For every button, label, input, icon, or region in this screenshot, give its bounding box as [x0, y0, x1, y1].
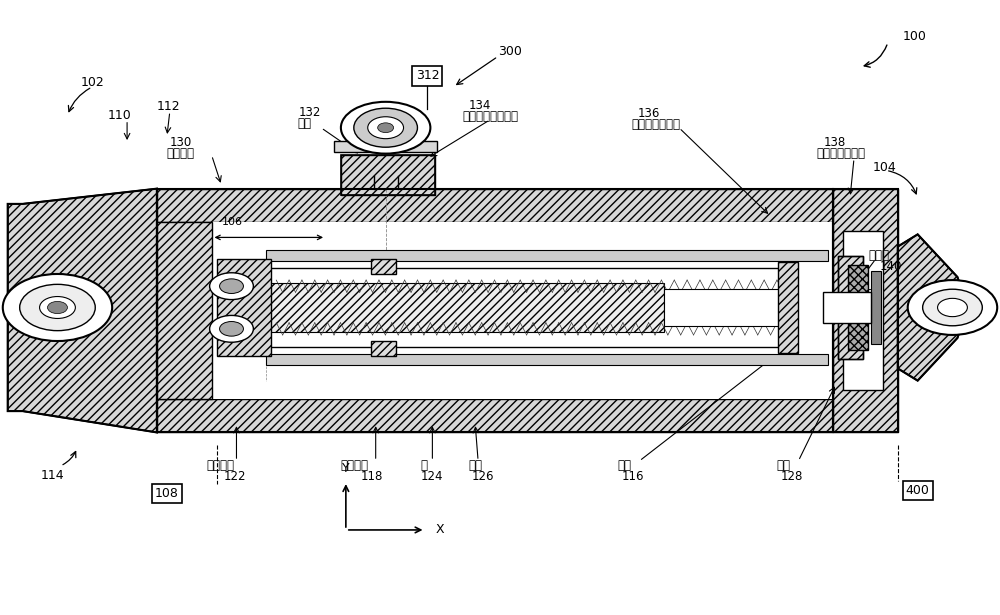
Bar: [157, 189, 833, 222]
Text: 118: 118: [361, 470, 383, 483]
Bar: [833, 189, 898, 432]
Text: 动力螺杆: 动力螺杆: [520, 301, 550, 314]
Text: 128: 128: [780, 470, 803, 483]
Polygon shape: [898, 234, 967, 381]
Text: 124: 124: [420, 470, 443, 483]
Text: 134: 134: [468, 98, 491, 112]
Text: 136: 136: [637, 107, 660, 120]
Bar: [157, 222, 212, 399]
Ellipse shape: [341, 102, 430, 154]
Text: 密封件: 密封件: [868, 249, 889, 262]
Bar: [157, 189, 833, 432]
Text: 122: 122: [224, 470, 246, 483]
Bar: [843, 231, 883, 390]
Text: 140: 140: [880, 260, 902, 273]
Bar: [341, 155, 435, 195]
Text: 108: 108: [155, 487, 179, 500]
Text: 400: 400: [906, 484, 930, 497]
Text: 120: 120: [860, 288, 882, 301]
Bar: [157, 222, 833, 399]
Text: 装载空间: 装载空间: [167, 148, 195, 161]
Text: 126: 126: [472, 470, 495, 483]
Text: 300: 300: [498, 45, 522, 58]
Text: 冲头: 冲头: [617, 459, 631, 472]
Circle shape: [378, 123, 394, 133]
Polygon shape: [8, 189, 157, 432]
Circle shape: [40, 296, 75, 319]
Circle shape: [923, 289, 982, 326]
Bar: [778, 262, 798, 353]
Circle shape: [354, 108, 417, 147]
Circle shape: [210, 273, 253, 300]
Bar: [371, 341, 396, 356]
Bar: [871, 271, 881, 344]
Bar: [823, 292, 871, 323]
Bar: [334, 141, 437, 152]
Text: 138: 138: [823, 137, 845, 149]
Circle shape: [48, 301, 67, 314]
Circle shape: [220, 279, 243, 293]
Text: X: X: [435, 523, 444, 536]
Circle shape: [368, 117, 404, 139]
Text: 130: 130: [170, 137, 192, 149]
Text: 110: 110: [107, 109, 131, 122]
Text: 螺母: 螺母: [468, 459, 482, 472]
Bar: [217, 259, 271, 356]
Text: 106: 106: [222, 217, 243, 227]
Text: 312: 312: [416, 69, 439, 82]
Bar: [664, 289, 788, 326]
Text: 132: 132: [299, 106, 321, 119]
Circle shape: [20, 284, 95, 331]
Text: 轴承: 轴承: [776, 459, 790, 472]
Text: 104: 104: [873, 161, 897, 174]
Text: 102: 102: [80, 76, 104, 89]
Circle shape: [210, 315, 253, 342]
Bar: [266, 354, 828, 365]
Text: 114: 114: [41, 469, 64, 482]
Bar: [848, 265, 868, 350]
Bar: [157, 399, 833, 432]
Text: 延伸机械止动件: 延伸机械止动件: [631, 118, 680, 131]
Circle shape: [220, 322, 243, 336]
Text: 112: 112: [157, 100, 181, 113]
Text: 壳体: 壳体: [853, 277, 867, 290]
Text: 缩回机械止动件: 缩回机械止动件: [816, 148, 865, 161]
Bar: [833, 189, 898, 432]
Bar: [266, 250, 828, 261]
Bar: [838, 256, 863, 359]
Text: 浮动螺母: 浮动螺母: [207, 459, 235, 472]
Bar: [266, 283, 664, 332]
Bar: [371, 259, 396, 274]
Text: 轮: 轮: [420, 459, 427, 472]
Circle shape: [908, 280, 997, 335]
Bar: [838, 256, 863, 359]
Text: 蜗杆: 蜗杆: [297, 117, 311, 130]
Text: 联接螺母: 联接螺母: [341, 459, 369, 472]
Bar: [341, 155, 435, 195]
Text: 116: 116: [621, 470, 644, 483]
Text: 旋转式防转引导件: 旋转式防转引导件: [462, 109, 518, 122]
Text: Y: Y: [342, 462, 350, 475]
Text: 100: 100: [903, 30, 927, 43]
Circle shape: [938, 298, 967, 317]
Circle shape: [3, 274, 112, 341]
Bar: [266, 268, 788, 347]
